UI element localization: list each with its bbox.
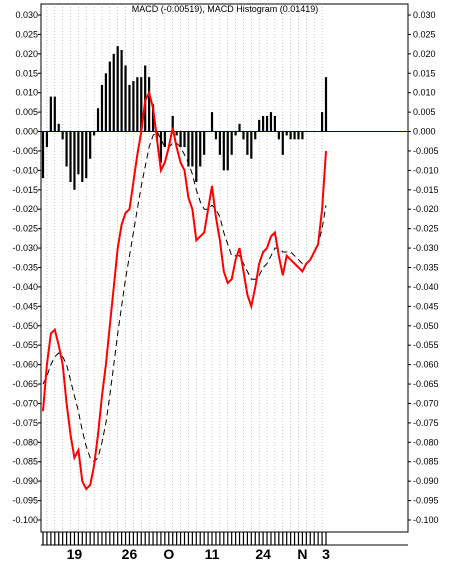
y-tick-label-left: -0.025: [12, 224, 38, 234]
y-tick-label-left: -0.085: [12, 457, 38, 467]
signal-line: [42, 130, 327, 463]
y-tick-label-left: -0.075: [12, 418, 38, 428]
y-tick-label-left: 0.015: [15, 68, 38, 78]
y-tick-label-right: -0.075: [413, 418, 439, 428]
y-tick-label-right: 0.000: [413, 127, 436, 137]
y-tick-label-right: -0.065: [413, 379, 439, 389]
x-tick-label: 26: [122, 546, 138, 561]
y-tick-label-right: -0.020: [413, 204, 439, 214]
y-tick-label-right: -0.085: [413, 457, 439, 467]
y-tick-label-left: -0.080: [12, 437, 38, 447]
x-tick-label: O: [163, 546, 174, 561]
y-tick-label-right: -0.040: [413, 282, 439, 292]
y-tick-label-right: 0.005: [413, 107, 436, 117]
y-tick-label-left: -0.065: [12, 379, 38, 389]
y-tick-label-left: 0.005: [15, 107, 38, 117]
y-tick-label-left: -0.055: [12, 340, 38, 350]
y-tick-label-right: -0.100: [413, 515, 439, 525]
y-tick-label-left: 0.020: [15, 49, 38, 59]
y-tick-label-left: -0.035: [12, 263, 38, 273]
y-tick-label-right: -0.060: [413, 360, 439, 370]
y-tick-label-right: 0.025: [413, 29, 436, 39]
y-tick-label-left: -0.050: [12, 321, 38, 331]
chart-title: MACD (-0.00519), MACD Histogram (0.01419…: [132, 4, 319, 14]
y-tick-label-left: -0.010: [12, 165, 38, 175]
y-tick-label-right: 0.010: [413, 88, 436, 98]
vertical-gridlines: [46, 4, 323, 532]
y-tick-label-left: -0.060: [12, 360, 38, 370]
y-tick-label-right: 0.015: [413, 68, 436, 78]
y-tick-label-right: -0.090: [413, 476, 439, 486]
y-tick-label-left: -0.015: [12, 185, 38, 195]
y-tick-label-left: -0.095: [12, 496, 38, 506]
y-tick-label-right: -0.035: [413, 263, 439, 273]
y-tick-label-right: -0.070: [413, 398, 439, 408]
y-tick-label-left: -0.070: [12, 398, 38, 408]
y-tick-label-right: -0.025: [413, 224, 439, 234]
y-tick-label-left: -0.100: [12, 515, 38, 525]
y-tick-label-right: -0.010: [413, 165, 439, 175]
x-axis: 19 26 O 11 24 N 3: [41, 532, 408, 561]
y-axis-left-labels: 0.030 0.025 0.020 0.015 0.010 0.005 0.000 -0.00…: [12, 10, 41, 525]
y-tick-label-right: 0.020: [413, 49, 436, 59]
y-tick-label-right: -0.045: [413, 301, 439, 311]
y-tick-label-right: 0.030: [413, 10, 436, 20]
y-tick-label-left: 0.030: [15, 10, 38, 20]
y-tick-label-right: -0.080: [413, 437, 439, 447]
x-tick-label: N: [297, 546, 307, 561]
y-tick-label-left: -0.005: [12, 146, 38, 156]
x-tick-label: 24: [255, 546, 271, 561]
y-axis-right-labels: 0.030 0.025 0.020 0.015 0.010 0.005 0.000 -0.00…: [408, 10, 439, 525]
y-tick-label-left: -0.090: [12, 476, 38, 486]
y-tick-label-right: -0.055: [413, 340, 439, 350]
y-tick-label-right: -0.050: [413, 321, 439, 331]
y-tick-label-left: 0.010: [15, 88, 38, 98]
x-tick-label: 19: [67, 546, 83, 561]
y-tick-label-left: -0.020: [12, 204, 38, 214]
y-tick-label-left: -0.030: [12, 243, 38, 253]
y-tick-label-left: -0.045: [12, 301, 38, 311]
y-tick-label-left: -0.040: [12, 282, 38, 292]
x-tick-label: 11: [205, 546, 220, 561]
y-tick-label-right: -0.095: [413, 496, 439, 506]
y-tick-label-right: -0.015: [413, 185, 439, 195]
macd-line: [42, 89, 327, 491]
histogram-series: [41, 46, 328, 190]
y-tick-label-left: 0.000: [15, 127, 38, 137]
y-tick-label-left: 0.025: [15, 29, 38, 39]
x-tick-label: 3: [322, 546, 330, 561]
y-tick-label-right: -0.005: [413, 146, 439, 156]
y-tick-label-right: -0.030: [413, 243, 439, 253]
